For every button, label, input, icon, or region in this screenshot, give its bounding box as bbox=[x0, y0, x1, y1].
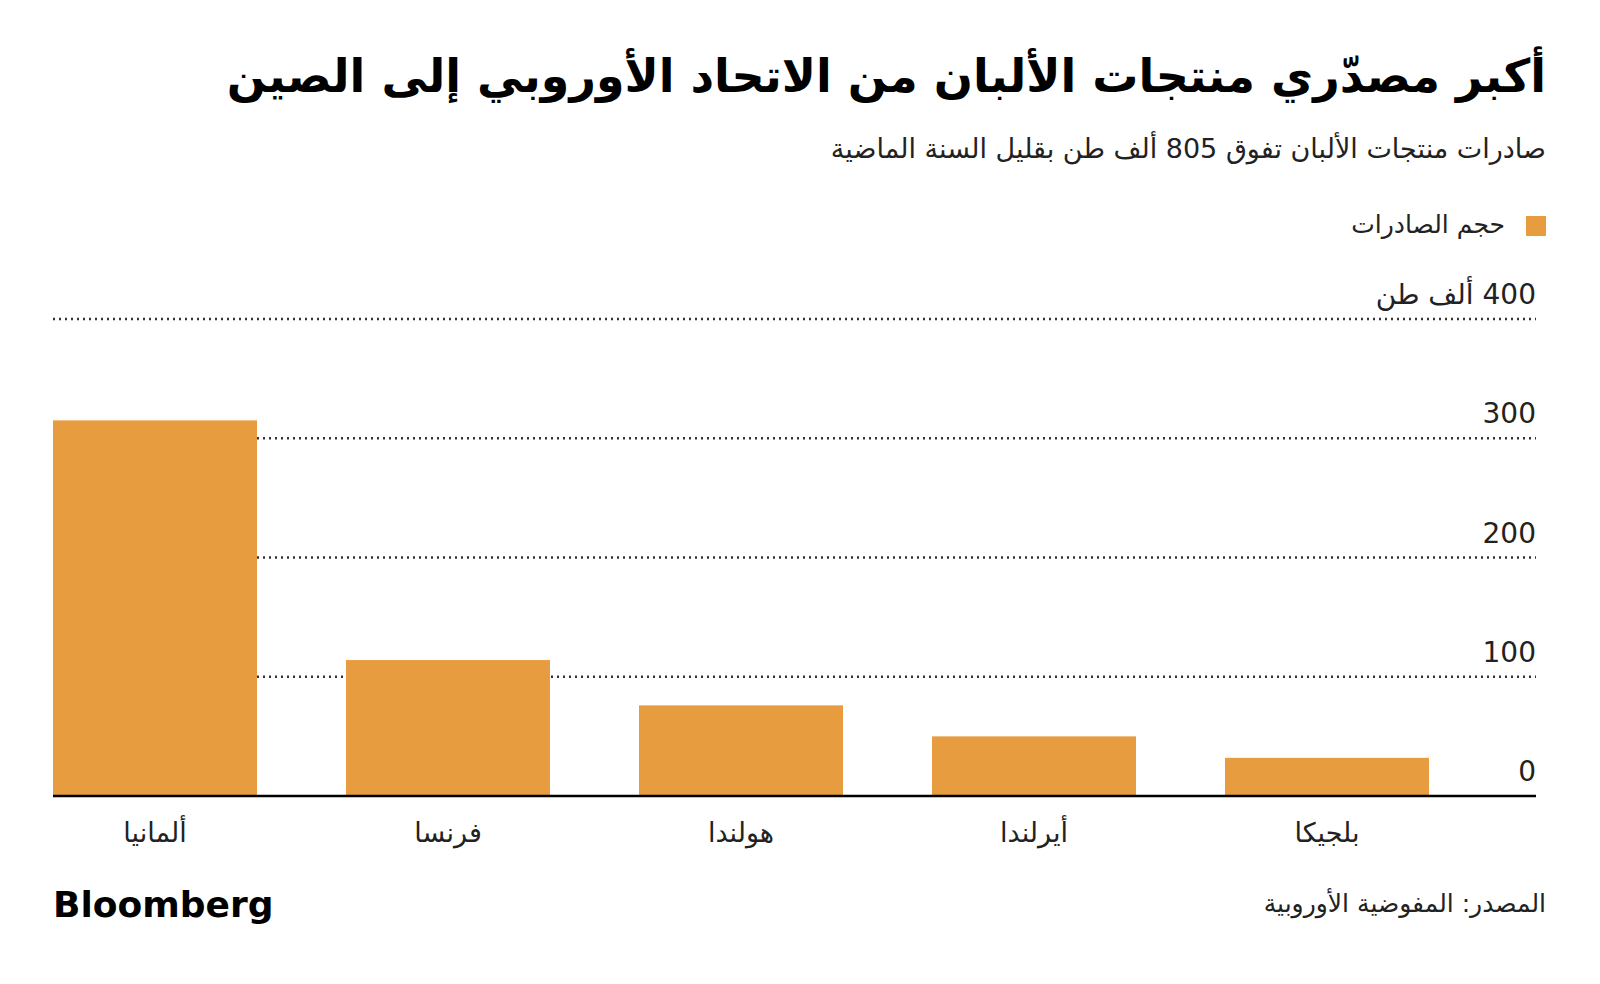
tick-label: 100 bbox=[1483, 636, 1536, 669]
grid-line bbox=[53, 556, 1536, 559]
grid-line bbox=[53, 318, 1536, 321]
tick-label: 300 bbox=[1483, 397, 1536, 430]
subtitle: صادرات منتجات الألبان تفوق 805 ألف طن بق… bbox=[831, 130, 1546, 165]
category-label: أيرلندا bbox=[1000, 814, 1068, 849]
grid-line bbox=[53, 676, 1536, 679]
bar bbox=[346, 660, 550, 796]
bar bbox=[639, 705, 843, 796]
source: المصدر: المفوضية الأوروبية bbox=[1264, 887, 1546, 919]
title: أكبر مصدّري منتجات الألبان من الاتحاد ال… bbox=[227, 46, 1546, 104]
category-label: فرنسا bbox=[414, 817, 482, 849]
bar bbox=[1225, 758, 1429, 796]
grid bbox=[53, 319, 1536, 677]
category-label: بلجيكا bbox=[1294, 817, 1359, 848]
grid-line bbox=[53, 437, 1536, 440]
tick-label: 200 bbox=[1483, 517, 1536, 550]
legend-swatch bbox=[1526, 216, 1546, 236]
tick-label: 0 bbox=[1518, 755, 1536, 788]
tick-label: 400 ألف طن bbox=[1376, 275, 1536, 311]
category-label: هولندا bbox=[708, 817, 774, 849]
chart: أكبر مصدّري منتجات الألبان من الاتحاد ال… bbox=[0, 0, 1600, 984]
category-label: ألمانيا bbox=[123, 814, 186, 848]
bar bbox=[53, 420, 257, 796]
bars bbox=[53, 420, 1429, 796]
bar bbox=[932, 736, 1136, 796]
logo: Bloomberg bbox=[53, 884, 273, 925]
legend-label: حجم الصادرات bbox=[1351, 210, 1505, 240]
axis-line bbox=[53, 795, 1536, 798]
